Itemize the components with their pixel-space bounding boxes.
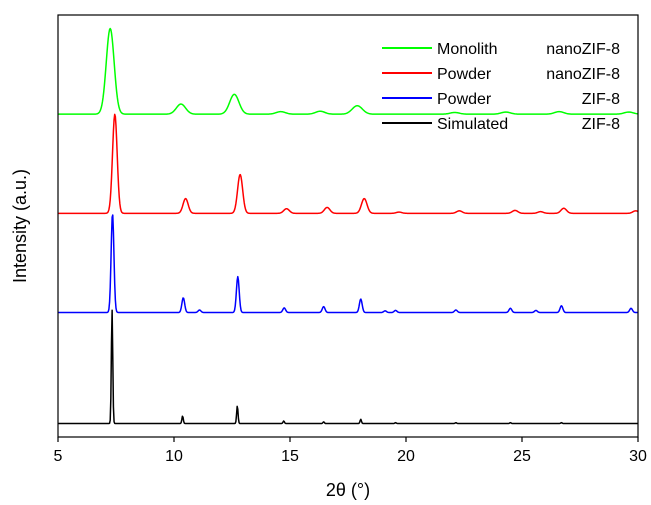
x-tick-label-1: 10 [165, 448, 183, 465]
x-tick-label-4: 25 [513, 448, 531, 465]
series-line-1 [57, 113, 639, 215]
series-line-0 [57, 27, 639, 115]
legend-label-3: Simulated [437, 116, 508, 133]
legend-label-2: Powder [437, 91, 492, 108]
legend-label-0: Monolith [437, 41, 497, 58]
plot-frame [57, 14, 639, 438]
series-line-2 [57, 214, 639, 314]
x-tick-label-5: 30 [629, 448, 647, 465]
x-tick-label-3: 20 [397, 448, 415, 465]
y-axis-title: Intensity (a.u.) [10, 169, 30, 283]
x-tick-label-0: 5 [54, 448, 63, 465]
x-axis-title: 2θ (°) [326, 480, 370, 500]
legend-sample-3: ZIF-8 [582, 116, 620, 133]
legend: Monolith nanoZIF-8 Powder nanoZIF-8 Powder ZI… [382, 41, 620, 133]
legend-sample-1: nanoZIF-8 [546, 66, 620, 83]
legend-label-1: Powder [437, 66, 492, 83]
x-axis-ticks: 5 10 15 20 25 30 [54, 437, 647, 465]
x-tick-label-2: 15 [281, 448, 299, 465]
series-line-3 [57, 309, 639, 425]
legend-sample-2: ZIF-8 [582, 91, 620, 108]
legend-sample-0: nanoZIF-8 [546, 41, 620, 58]
series-layer [57, 27, 639, 425]
